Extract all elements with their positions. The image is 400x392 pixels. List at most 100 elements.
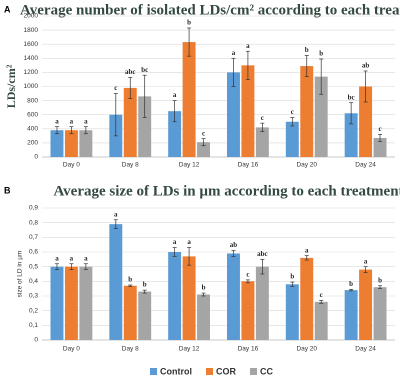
significance-letter: b [128,276,132,284]
bar [285,121,299,157]
bar [314,301,328,340]
chart-title: Average size of LDs in µm according to e… [53,183,400,199]
significance-letter: c [246,270,249,278]
y-tick-label: 0 [34,337,38,344]
x-tick-label: Day 20 [296,162,317,169]
bar [227,253,240,340]
significance-letter: c [378,125,381,133]
legend-swatch [206,368,213,375]
bar [359,86,373,157]
bar [227,72,240,157]
x-tick-label: Day 24 [355,346,376,353]
y-tick-label: 800 [27,97,38,104]
y-tick-label: 1800 [24,27,39,34]
x-tick-label: Day 0 [63,162,80,169]
bar [168,111,182,157]
significance-letter: a [364,257,368,265]
y-tick-label: 0,2 [29,307,38,314]
significance-letter: b [202,284,206,292]
bar [241,281,255,340]
x-tick-label: Day 20 [296,346,317,353]
y-tick-label: 0 [34,154,38,161]
significance-letter: bc [141,66,148,74]
significance-letter: bc [348,93,355,101]
y-tick-label: 1200 [24,69,39,76]
bar [182,42,196,157]
significance-letter: a [84,254,88,262]
significance-letter: c [291,108,294,116]
significance-letter: b [349,280,353,288]
y-tick-label: 0,9 [29,205,38,212]
bar [285,284,299,340]
panel-label: A [4,4,11,14]
significance-letter: a [114,210,118,218]
bar [359,269,373,340]
bar [138,291,152,340]
y-tick-label: 0,4 [29,278,38,285]
significance-letter: a [173,91,177,99]
significance-letter: ab [230,241,238,249]
legend-swatch [250,368,257,375]
x-tick-label: Day 8 [122,162,139,169]
bar [241,65,255,157]
bar [255,266,269,340]
significance-letter: abc [125,68,136,76]
bar [373,287,387,340]
bar [50,130,64,157]
y-tick-label: 0,7 [29,234,38,241]
y-tick-label: 1000 [24,83,39,90]
legend-label: COR [216,366,237,376]
bar [197,142,210,157]
bar [300,66,314,157]
significance-letter: c [320,291,323,299]
significance-letter: a [232,49,236,57]
y-tick-label: 2000 [24,13,39,20]
bar [109,224,123,340]
y-tick-label: 1600 [24,41,39,48]
significance-letter: a [55,254,59,262]
y-tick-label: 0,1 [29,322,38,329]
x-tick-label: Day 12 [179,346,200,353]
bar [344,113,358,157]
y-axis-label: LDs/cm² [4,64,18,108]
significance-letter: c [202,129,205,137]
significance-letter: a [246,42,250,50]
significance-letter: a [187,238,191,246]
bar [79,266,93,340]
x-tick-label: Day 16 [238,346,259,353]
significance-letter: abc [257,250,268,258]
significance-letter: b [290,273,294,281]
y-tick-label: 400 [27,126,38,133]
bar [197,294,210,340]
y-tick-label: 1400 [24,55,39,62]
bar [344,290,358,340]
y-tick-label: 200 [27,140,38,147]
chart-title: Average number of isolated LDs/cm² accor… [20,2,400,18]
bar [314,76,328,157]
bar [168,252,182,340]
significance-letter: c [261,114,264,122]
significance-letter: b [378,276,382,284]
significance-letter: a [84,117,88,125]
significance-letter: b [143,281,147,289]
bar [300,257,314,340]
significance-letter: b [319,50,323,58]
legend-label: CC [260,366,273,376]
significance-letter: b [305,46,309,54]
x-tick-label: Day 24 [355,162,376,169]
panel-label: B [4,185,11,195]
significance-letter: a [70,254,74,262]
significance-letter: a [305,246,309,254]
x-tick-label: Day 8 [122,346,139,353]
y-tick-label: 0,8 [29,219,38,226]
x-tick-label: Day 0 [63,346,80,353]
bar [50,266,64,340]
significance-letter: ab [362,62,370,70]
significance-letter: a [173,238,177,246]
y-axis-label: size of LD in µm [17,251,24,298]
y-tick-label: 600 [27,111,38,118]
bar [123,87,137,157]
significance-letter: a [70,117,74,125]
x-tick-label: Day 16 [238,162,259,169]
